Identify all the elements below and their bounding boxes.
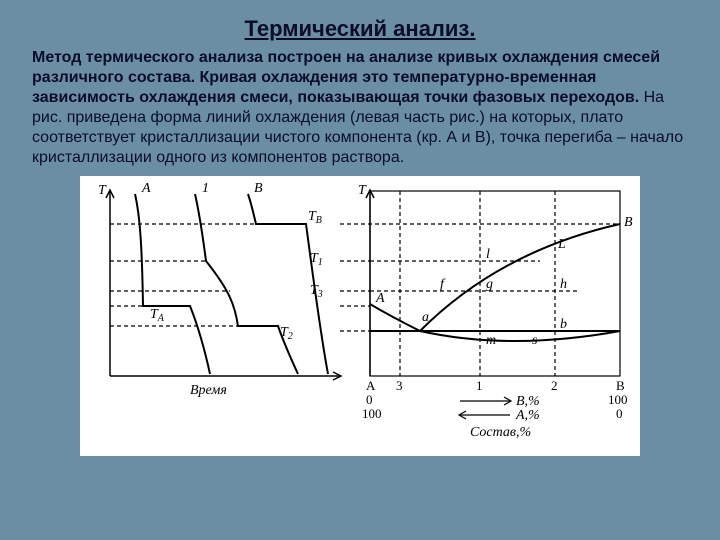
pt-b: b [560, 317, 567, 332]
left-panel: T A 1 B TA TB T1 T3 [98, 181, 341, 398]
lbl-A: A [141, 181, 151, 196]
lead-text: Метод термического анализа построен на а… [32, 49, 660, 106]
pt-s: s [532, 333, 538, 348]
lbl-1: 1 [202, 181, 209, 196]
body-paragraph: Метод термического анализа построен на а… [32, 48, 688, 168]
lbl-time: Время [190, 383, 227, 398]
lbl-TB: TB [308, 209, 322, 226]
pt-L: L [557, 237, 566, 252]
pt-a: a [422, 310, 429, 325]
slide-title: Термический анализ. [32, 16, 688, 42]
slide: Термический анализ. Метод термического а… [0, 0, 720, 540]
curve-1 [195, 194, 298, 374]
pt-m: m [486, 333, 496, 348]
arr-B: B,% [516, 394, 540, 409]
lbl-TA: TA [150, 307, 165, 324]
xb100: 100 [608, 392, 628, 407]
xt-3: 3 [396, 378, 403, 393]
arr-A: A,% [515, 408, 540, 423]
right-T: T [358, 183, 367, 198]
pt-g: g [486, 277, 493, 292]
pt-B: B [624, 215, 633, 230]
left-T: T [98, 183, 107, 198]
lbl-B: B [254, 181, 263, 196]
diagram-svg: T A 1 B TA TB T1 T3 [80, 176, 640, 456]
pt-h: h [560, 277, 567, 292]
xt-2: 2 [551, 378, 558, 393]
lbl-T3: T3 [310, 283, 323, 300]
xt-A: A [366, 378, 376, 393]
xt-1: 1 [476, 378, 483, 393]
bottom-label: Состав,% [470, 425, 531, 440]
lbl-T1: T1 [310, 251, 323, 268]
xa0: 0 [616, 406, 623, 421]
xa100: 100 [362, 406, 382, 421]
lbl-T2: T2 [280, 325, 293, 342]
diagram: T A 1 B TA TB T1 T3 [80, 176, 640, 456]
xt-B: B [616, 378, 625, 393]
xb0: 0 [366, 392, 373, 407]
pt-A: A [375, 291, 385, 306]
curve-A [135, 194, 210, 374]
pt-f: f [440, 277, 446, 292]
pt-l: l [486, 247, 490, 262]
right-panel: T A B L l [340, 183, 633, 440]
